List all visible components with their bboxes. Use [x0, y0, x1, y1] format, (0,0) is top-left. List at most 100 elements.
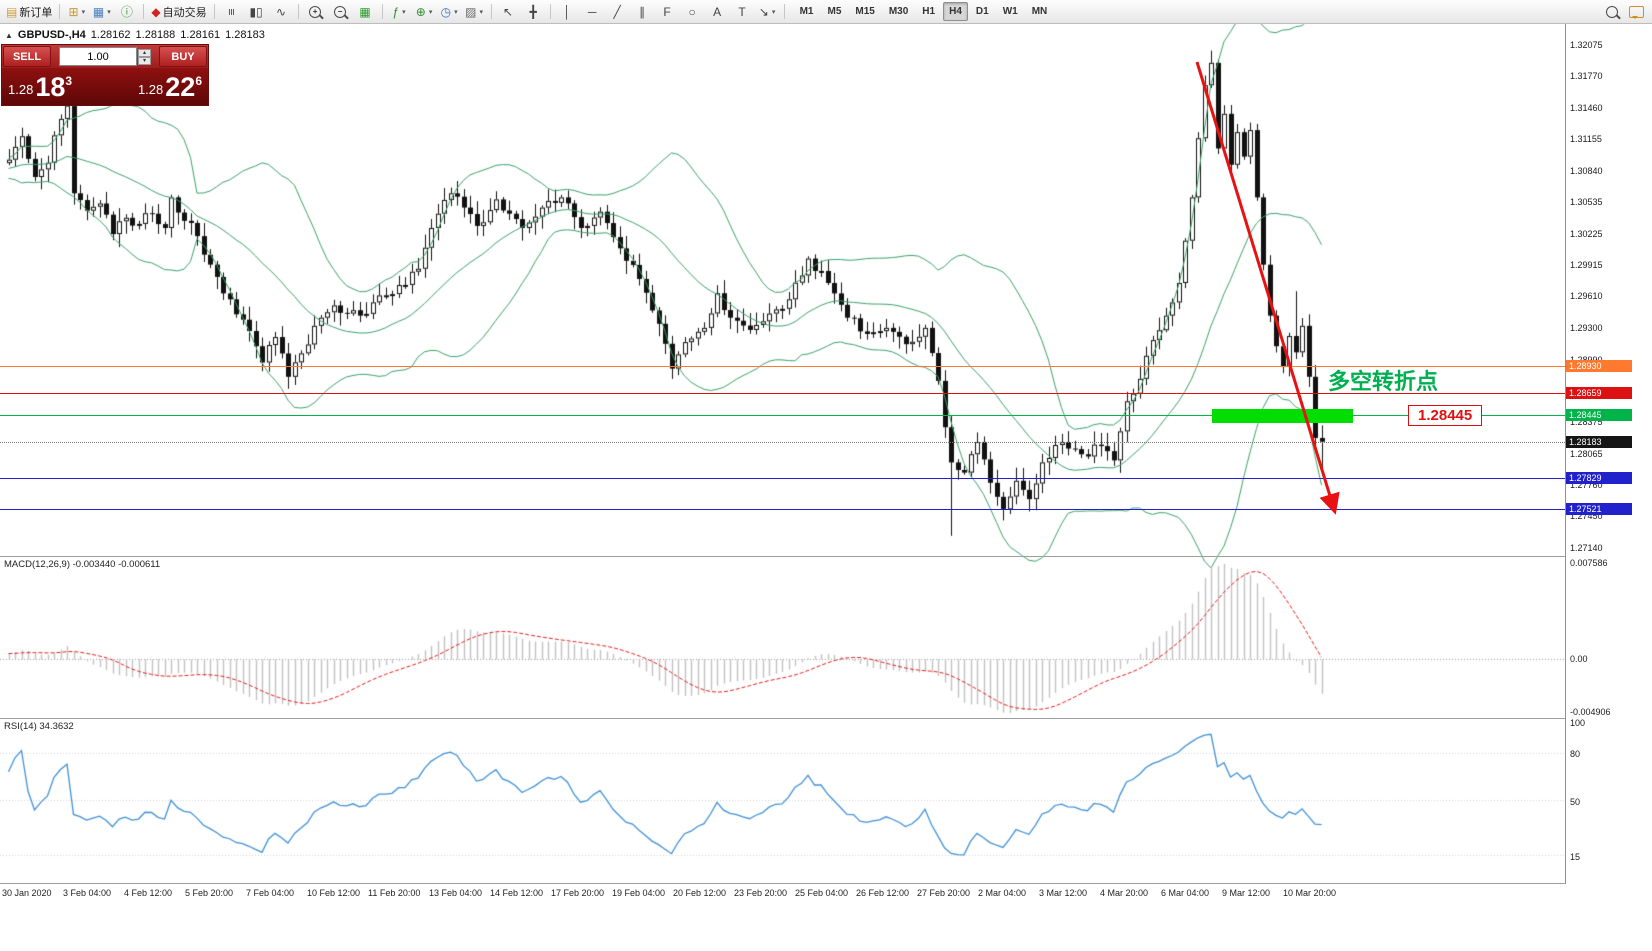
label-icon: T	[738, 4, 746, 19]
profiles-icon: ▦	[92, 4, 105, 19]
new-order-button[interactable]: ▤ 新订单	[4, 2, 54, 21]
ohlc-open: 1.28162	[90, 29, 131, 41]
fibonacci-icon[interactable]: F	[656, 2, 679, 21]
price-axis-tick: 1.29915	[1570, 260, 1603, 271]
channel-icon[interactable]: ∥	[631, 2, 654, 21]
zoom-out-icon[interactable]: −	[329, 2, 352, 21]
time-axis-label: 3 Feb 04:00	[63, 888, 112, 898]
rsi-axis-tick: 15	[1570, 851, 1581, 862]
timeframe-group: M1 M5 M15 M30 H1 H4 D1 W1 MN	[793, 2, 1055, 21]
auto-trading-button[interactable]: ◆ 自动交易	[149, 2, 208, 21]
trendline-icon: ╱	[613, 4, 621, 19]
macd-panel[interactable]	[0, 557, 1565, 717]
price-badge-1.28930: 1.28930	[1566, 359, 1632, 372]
toolbar-separator	[213, 4, 215, 19]
volume-increase-button[interactable]: ▴	[138, 48, 151, 57]
buy-button[interactable]: BUY	[159, 46, 207, 67]
orange-resistance-line[interactable]	[0, 365, 1565, 367]
vertical-line-icon[interactable]: │	[556, 2, 579, 21]
green-key-line[interactable]	[0, 415, 1565, 416]
timeframe-m1[interactable]: M1	[799, 6, 814, 17]
time-axis-label: 3 Mar 12:00	[1039, 888, 1088, 898]
time-axis-label: 10 Feb 12:00	[307, 888, 361, 898]
chat-icon	[1629, 5, 1644, 19]
new-chart-icon[interactable]: ⊞ ▾	[65, 2, 88, 21]
timeframe-h1[interactable]: H1	[922, 6, 936, 17]
grid-icon[interactable]: ▦	[354, 2, 377, 21]
toolbar-separator	[490, 4, 492, 19]
main-toolbar: ▤ 新订单 ⊞ ▾ ▦ ▾ ⓘ ◆ 自动交易 ≡ ▮▯ ∿ + − ▦ ƒ ▾ ⊕ ▾ ◷ ▾ ▨ ▾ ↖ ╋ │ ─ ╱ ∥ F ○ A T ↘…	[0, 0, 1652, 24]
indicators-icon[interactable]: ƒ ▾	[388, 2, 411, 21]
price-axis-tick: 1.28990	[1570, 355, 1603, 365]
blue-support-line-2[interactable]	[0, 509, 1565, 511]
rsi-axis-tick: 100	[1570, 718, 1586, 728]
time-axis-label: 7 Feb 04:00	[246, 888, 295, 898]
indicators-icon: ƒ	[392, 4, 400, 19]
trendline-icon[interactable]: ╱	[606, 2, 629, 21]
search-icon[interactable]	[1600, 2, 1623, 21]
arrows-icon[interactable]: ↘ ▾	[756, 2, 779, 21]
zoom-in-icon[interactable]: +	[304, 2, 327, 21]
symbol-title: GBPUSD-,H4	[17, 29, 86, 41]
label-icon[interactable]: T	[731, 2, 754, 21]
timeframe-m15[interactable]: M15	[855, 6, 875, 17]
grid-icon: ▦	[359, 4, 371, 19]
bar-chart-icon[interactable]: ≡	[220, 2, 243, 21]
buy-price-sup: 6	[195, 74, 202, 88]
chevron-down-icon: ▾	[402, 8, 406, 16]
bar-chart-icon: ≡	[224, 7, 239, 16]
volume-input[interactable]	[59, 47, 137, 66]
rsi-panel[interactable]	[0, 719, 1565, 883]
zoom-out-icon: −	[334, 5, 347, 18]
price-badge-1.28445: 1.28445	[1566, 409, 1632, 421]
red-resistance-line[interactable]	[0, 393, 1565, 395]
sell-button[interactable]: SELL	[3, 46, 51, 67]
current-price-line	[0, 441, 1565, 443]
line-chart-icon[interactable]: ∿	[270, 2, 293, 21]
annotation-text[interactable]: 多空转折点	[1328, 369, 1439, 394]
collapse-arrow-icon[interactable]: ▲	[5, 30, 13, 40]
toolbar-separator	[59, 4, 61, 19]
objects-icon[interactable]: ⊕ ▾	[413, 2, 436, 21]
price-axis-tick: 1.32075	[1570, 40, 1603, 50]
rsi-axis-tick: 50	[1570, 796, 1581, 807]
data-window-icon[interactable]: ⓘ	[115, 2, 138, 21]
cursor-icon[interactable]: ↖	[497, 2, 520, 21]
buy-price-big: 22	[165, 72, 196, 102]
price-axis[interactable]: 1.32075 1.31770 1.31460 1.31155 1.30840 1.305…	[1565, 24, 1652, 884]
time-axis-label: 13 Feb 04:00	[429, 888, 483, 898]
candlestick-chart-icon[interactable]: ▮▯	[245, 2, 268, 21]
crosshair-icon[interactable]: ╋	[522, 2, 545, 21]
time-axis-label: 4 Mar 20:00	[1100, 888, 1149, 898]
auto-trading-button-label: 自动交易	[162, 6, 207, 19]
data-window-icon: ⓘ	[120, 5, 133, 19]
text-icon[interactable]: A	[706, 2, 729, 21]
time-axis-label: 11 Feb 20:00	[368, 888, 421, 898]
macd-value-signal: -0.000611	[118, 559, 161, 570]
timeframe-m30[interactable]: M30	[888, 6, 909, 17]
volume-decrease-button[interactable]: ▾	[138, 56, 151, 65]
time-axis[interactable]: 30 Jan 2020 3 Feb 04:00 4 Feb 12:00 5 Feb 2…	[0, 884, 1652, 906]
sell-price: 1.28 18 3	[2, 68, 105, 105]
timeframe-h4[interactable]: H4	[943, 2, 968, 21]
chat-icon[interactable]	[1625, 2, 1648, 21]
chevron-down-icon: ▾	[454, 8, 458, 16]
blue-support-line-1[interactable]	[0, 477, 1565, 479]
search-icon	[1605, 5, 1618, 18]
timeframe-w1[interactable]: W1	[1002, 6, 1018, 17]
toolbar-separator	[143, 4, 145, 19]
period-icon[interactable]: ◷ ▾	[438, 2, 461, 21]
timeframe-mn[interactable]: MN	[1031, 6, 1048, 17]
price-tag-label[interactable]: 1.28445	[1408, 405, 1483, 426]
toolbar-separator	[549, 4, 551, 19]
template-icon[interactable]: ▨ ▾	[463, 2, 486, 21]
shapes-icon[interactable]: ○	[681, 2, 704, 21]
timeframe-m5[interactable]: M5	[827, 6, 842, 17]
profiles-icon[interactable]: ▦ ▾	[90, 2, 113, 21]
horizontal-line-icon[interactable]: ─	[581, 2, 604, 21]
time-axis-label: 2 Mar 04:00	[978, 888, 1027, 898]
vertical-line-icon: │	[563, 4, 571, 19]
timeframe-d1[interactable]: D1	[975, 6, 989, 17]
highlight-rectangle[interactable]	[1212, 409, 1353, 423]
